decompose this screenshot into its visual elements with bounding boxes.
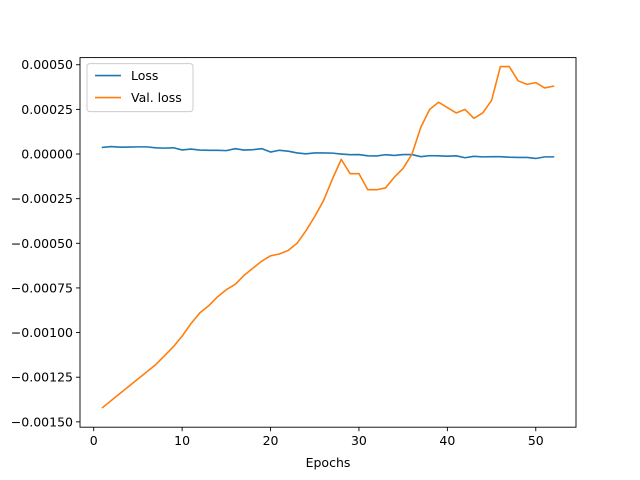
- legend-label-loss: Loss: [131, 68, 158, 83]
- legend-label-val-loss: Val. loss: [131, 90, 182, 105]
- x-axis: 0 10 20 30 40 50: [90, 427, 544, 448]
- y-tick-label: −0.00100: [11, 325, 73, 340]
- x-tick-label: 50: [528, 433, 544, 448]
- x-tick-label: 30: [351, 433, 367, 448]
- series-line-val-loss: [101, 65, 555, 409]
- series-layer: [101, 65, 555, 409]
- y-tick-label: −0.00075: [11, 280, 73, 295]
- x-tick-label: 40: [439, 433, 455, 448]
- y-tick-label: −0.00050: [11, 236, 73, 251]
- y-tick-label: −0.00150: [11, 414, 73, 429]
- legend: Loss Val. loss: [86, 63, 194, 113]
- y-tick-label: 0.00025: [21, 102, 73, 117]
- y-tick-label: 0.00050: [21, 57, 73, 72]
- plot-frame: [79, 57, 577, 428]
- y-axis: −0.00150 −0.00125 −0.00100 −0.00075 −0.00050…: [11, 57, 80, 429]
- x-tick-label: 0: [90, 433, 98, 448]
- y-tick-label: −0.00025: [11, 191, 73, 206]
- x-tick-label: 20: [263, 433, 279, 448]
- y-tick-label: −0.00125: [11, 370, 73, 385]
- series-line-loss: [101, 145, 555, 160]
- x-axis-label: Epochs: [306, 455, 351, 470]
- plot-area: [80, 57, 576, 428]
- y-tick-label: 0.00000: [21, 147, 73, 162]
- x-tick-label: 10: [174, 433, 190, 448]
